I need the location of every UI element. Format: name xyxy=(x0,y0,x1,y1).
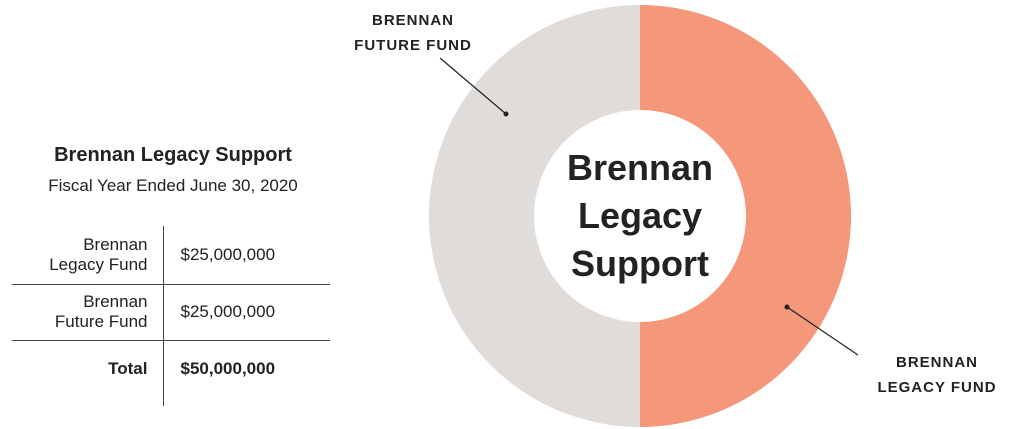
leader-line xyxy=(786,306,859,356)
table-cell: Brennan Future Fund xyxy=(12,284,164,341)
table-row: Brennan Legacy Fund $25,000,000 xyxy=(12,226,330,285)
table-cell: $25,000,000 xyxy=(163,284,330,341)
table-row: Brennan Future Fund $25,000,000 xyxy=(12,284,330,341)
slice-label: BRENNAN FUTURE FUND xyxy=(354,12,472,54)
leader-line xyxy=(439,57,507,115)
table-subtitle: Fiscal Year Ended June 30, 2020 xyxy=(48,176,298,195)
slice xyxy=(640,5,851,427)
table-cell: $25,000,000 xyxy=(163,226,330,285)
row-label: Brennan Legacy Fund xyxy=(49,234,148,274)
slice xyxy=(429,5,640,427)
table-title: Brennan Legacy Support xyxy=(54,144,292,166)
slice-label: BRENNAN LEGACY FUND xyxy=(877,354,997,396)
row-label: Brennan Future Fund xyxy=(54,292,148,331)
table-cell: $50,000,000 xyxy=(180,359,276,379)
table-total-row: Total $50,000,000 xyxy=(12,340,330,406)
leader-dot xyxy=(503,111,509,117)
center-label: Brennan Legacy Support xyxy=(566,147,714,284)
table-cell: Total xyxy=(12,340,164,406)
table: Brennan Legacy Fund $25,000,000 Brennan … xyxy=(12,226,330,406)
leader-dot xyxy=(784,304,790,310)
table-cell: Brennan Legacy Fund xyxy=(12,226,164,285)
